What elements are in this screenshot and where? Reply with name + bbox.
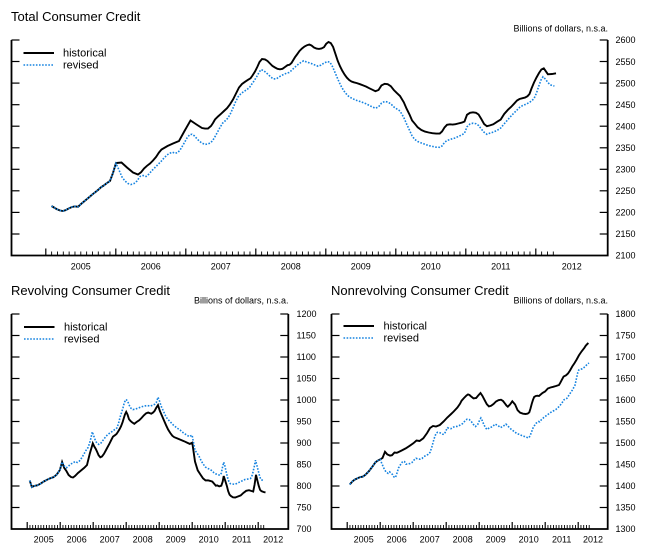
svg-text:1050: 1050	[297, 374, 317, 384]
svg-text:Billions of dollars, n.s.a.: Billions of dollars, n.s.a.	[513, 296, 608, 306]
svg-text:750: 750	[297, 503, 312, 513]
svg-text:1300: 1300	[616, 524, 636, 534]
svg-text:2010: 2010	[421, 262, 441, 272]
svg-text:1400: 1400	[616, 481, 636, 491]
svg-text:800: 800	[297, 481, 312, 491]
svg-text:Billions of dollars, n.s.a.: Billions of dollars, n.s.a.	[194, 296, 289, 306]
svg-text:revised: revised	[63, 60, 98, 72]
svg-text:revised: revised	[384, 333, 419, 345]
svg-text:2008: 2008	[453, 535, 473, 545]
svg-text:historical: historical	[63, 48, 106, 60]
svg-text:Total Consumer Credit: Total Consumer Credit	[11, 9, 141, 24]
svg-text:2550: 2550	[616, 57, 636, 67]
svg-text:2011: 2011	[491, 262, 510, 272]
svg-text:2300: 2300	[616, 165, 636, 175]
svg-text:1500: 1500	[616, 438, 636, 448]
svg-text:2350: 2350	[616, 143, 636, 153]
svg-text:revised: revised	[64, 334, 99, 346]
svg-text:Billions of dollars, n.s.a.: Billions of dollars, n.s.a.	[513, 24, 608, 34]
svg-text:2009: 2009	[351, 262, 371, 272]
svg-text:2005: 2005	[34, 535, 54, 545]
svg-text:1600: 1600	[616, 395, 636, 405]
svg-text:1800: 1800	[616, 309, 636, 319]
svg-text:2007: 2007	[211, 262, 231, 272]
svg-text:2400: 2400	[616, 121, 636, 131]
svg-text:2008: 2008	[281, 262, 301, 272]
svg-text:2450: 2450	[616, 100, 636, 110]
svg-text:2006: 2006	[387, 535, 407, 545]
svg-text:2007: 2007	[100, 535, 120, 545]
svg-text:2008: 2008	[133, 535, 153, 545]
svg-text:Nonrevolving Consumer Credit: Nonrevolving Consumer Credit	[331, 283, 509, 298]
svg-text:2012: 2012	[263, 535, 283, 545]
svg-text:2012: 2012	[583, 535, 603, 545]
svg-text:1550: 1550	[616, 417, 636, 427]
svg-text:2005: 2005	[354, 535, 374, 545]
svg-text:2012: 2012	[562, 262, 582, 272]
svg-text:2011: 2011	[232, 535, 251, 545]
svg-text:1350: 1350	[616, 503, 636, 513]
svg-text:2150: 2150	[616, 229, 636, 239]
svg-text:900: 900	[297, 438, 312, 448]
svg-text:2250: 2250	[616, 186, 636, 196]
svg-text:2010: 2010	[519, 535, 539, 545]
svg-text:2006: 2006	[67, 535, 87, 545]
svg-text:historical: historical	[64, 322, 107, 334]
svg-text:2100: 2100	[616, 251, 636, 261]
svg-text:2009: 2009	[486, 535, 506, 545]
svg-text:1650: 1650	[616, 374, 636, 384]
svg-text:1450: 1450	[616, 460, 636, 470]
svg-text:2500: 2500	[616, 78, 636, 88]
svg-text:1000: 1000	[297, 395, 317, 405]
svg-text:2006: 2006	[141, 262, 161, 272]
svg-text:1750: 1750	[616, 331, 636, 341]
svg-text:1700: 1700	[616, 352, 636, 362]
svg-text:2600: 2600	[616, 35, 636, 45]
svg-text:historical: historical	[384, 321, 427, 333]
svg-text:2200: 2200	[616, 208, 636, 218]
svg-text:Revolving Consumer Credit: Revolving Consumer Credit	[11, 283, 170, 298]
svg-text:2010: 2010	[199, 535, 219, 545]
svg-text:1150: 1150	[297, 331, 316, 341]
svg-text:2005: 2005	[71, 262, 91, 272]
svg-text:950: 950	[297, 417, 312, 427]
svg-text:700: 700	[297, 524, 312, 534]
svg-text:2009: 2009	[166, 535, 186, 545]
svg-text:2007: 2007	[420, 535, 440, 545]
svg-text:2011: 2011	[552, 535, 571, 545]
svg-text:850: 850	[297, 460, 312, 470]
svg-text:1200: 1200	[297, 309, 317, 319]
svg-text:1100: 1100	[297, 352, 316, 362]
